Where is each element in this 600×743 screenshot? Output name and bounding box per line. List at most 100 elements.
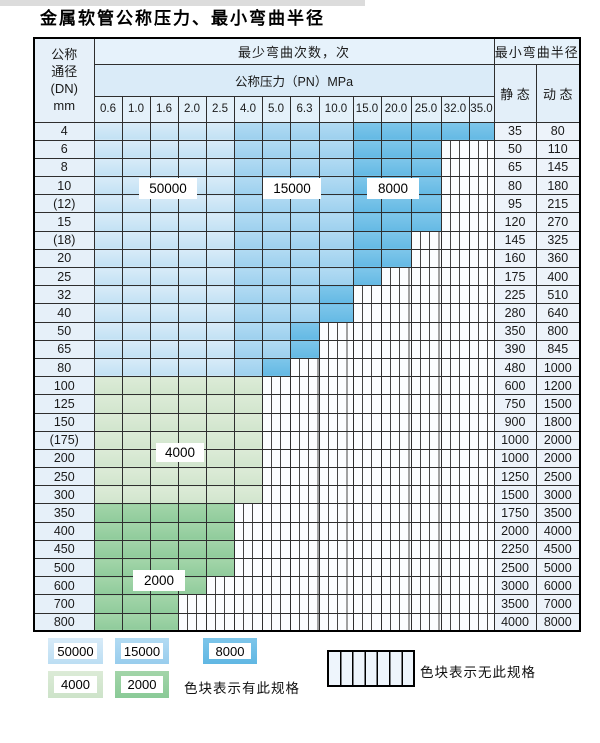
no-spec-cell — [440, 467, 470, 487]
spec-cell-2000 — [121, 503, 151, 523]
legend-swatch-label: 15000 — [121, 643, 163, 659]
no-spec-cell — [318, 430, 354, 450]
static-radius-value: 1000 — [493, 430, 537, 450]
pressure-col-header: 2.5 — [205, 95, 235, 123]
spec-cell-2000 — [93, 612, 123, 632]
table-row: 450 2250 4500 — [33, 539, 581, 560]
no-spec-cell — [468, 521, 495, 541]
no-spec-cell — [440, 212, 470, 232]
spec-cell-15000 — [318, 121, 354, 141]
dynamic-radius-value: 5000 — [535, 557, 581, 578]
cycle-count-label-15000: 15000 — [263, 178, 321, 199]
table-row: 32 225 510 — [33, 285, 581, 305]
no-spec-cell — [440, 612, 470, 632]
no-spec-cell — [289, 394, 320, 414]
spec-cell-4000 — [177, 467, 207, 487]
table-row: 500 2500 5000 — [33, 557, 581, 578]
spec-table: 公称 通径 (DN) mm 最少弯曲次数，次 最小弯曲半径 公称压力（PN）MPa 静… — [33, 37, 581, 633]
spec-cell-50000 — [177, 266, 207, 287]
spec-cell-15000 — [233, 139, 263, 159]
spec-cell-4000 — [121, 412, 151, 432]
spec-cell-8000 — [289, 321, 320, 341]
dynamic-radius-value: 845 — [535, 339, 581, 359]
no-spec-cell — [468, 448, 495, 469]
spec-cell-50000 — [121, 266, 151, 287]
table-row: (18) 145 325 — [33, 230, 581, 250]
radius-header: 最小弯曲半径 — [493, 37, 581, 65]
spec-cell-15000 — [289, 303, 320, 323]
no-spec-cell — [440, 357, 470, 378]
table-row: 250 1250 2500 — [33, 467, 581, 487]
spec-cell-50000 — [205, 121, 235, 141]
no-spec-cell — [410, 557, 442, 578]
spec-cell-50000 — [177, 139, 207, 159]
spec-cell-2000 — [93, 576, 123, 596]
no-spec-cell — [410, 357, 442, 378]
spec-cell-50000 — [205, 266, 235, 287]
spec-cell-15000 — [233, 303, 263, 323]
spec-cell-50000 — [205, 230, 235, 250]
spec-cell-50000 — [149, 157, 179, 178]
spec-cell-50000 — [177, 212, 207, 232]
dn-cell: 40 — [33, 303, 95, 323]
spec-cell-15000 — [318, 139, 354, 159]
spec-cell-4000 — [177, 412, 207, 432]
pressure-col-header: 35.0 — [468, 95, 495, 123]
no-spec-cell — [440, 521, 470, 541]
table-row: 600 3000 6000 — [33, 576, 581, 596]
spec-cell-50000 — [149, 321, 179, 341]
spec-cell-4000 — [177, 376, 207, 396]
spec-cell-50000 — [177, 121, 207, 141]
spec-cell-50000 — [149, 248, 179, 269]
spec-cell-2000 — [93, 539, 123, 560]
spec-cell-50000 — [205, 139, 235, 159]
dn-cell: 15 — [33, 212, 95, 232]
dynamic-radius-value: 800 — [535, 321, 581, 341]
legend-has-spec-text: 色块表示有此规格 — [184, 681, 300, 696]
spec-cell-2000 — [205, 503, 235, 523]
spec-cell-50000 — [121, 285, 151, 305]
dn-cell: 500 — [33, 557, 95, 578]
dynamic-radius-value: 215 — [535, 194, 581, 214]
table-row: 20 160 360 — [33, 248, 581, 269]
spec-cell-15000 — [233, 176, 263, 196]
table-row: 80 480 1000 — [33, 357, 581, 378]
no-spec-cell — [380, 594, 412, 614]
spec-cell-50000 — [149, 357, 179, 378]
spec-cell-50000 — [149, 139, 179, 159]
spec-cell-4000 — [205, 394, 235, 414]
no-spec-cell — [261, 612, 291, 632]
spec-cell-15000 — [289, 139, 320, 159]
no-spec-cell — [289, 376, 320, 396]
spec-cell-15000 — [261, 303, 291, 323]
dynamic-radius-value: 360 — [535, 248, 581, 269]
static-radius-value: 1000 — [493, 448, 537, 469]
no-spec-cell — [468, 576, 495, 596]
no-spec-cell — [380, 503, 412, 523]
spec-cell-15000 — [318, 212, 354, 232]
spec-cell-50000 — [205, 176, 235, 196]
spec-cell-4000 — [121, 467, 151, 487]
spec-cell-2000 — [177, 503, 207, 523]
no-spec-cell — [468, 248, 495, 269]
spec-cell-50000 — [93, 194, 123, 214]
dn-cell: 350 — [33, 503, 95, 523]
dn-cell: 10 — [33, 176, 95, 196]
no-spec-cell — [468, 539, 495, 560]
spec-cell-50000 — [205, 194, 235, 214]
no-spec-cell — [410, 285, 442, 305]
no-spec-cell — [289, 430, 320, 450]
static-radius-value: 2500 — [493, 557, 537, 578]
no-spec-cell — [380, 321, 412, 341]
static-radius-value: 160 — [493, 248, 537, 269]
dynamic-radius-value: 3500 — [535, 503, 581, 523]
spec-cell-8000 — [380, 121, 412, 141]
no-spec-cell — [468, 212, 495, 232]
spec-cell-4000 — [93, 467, 123, 487]
spec-cell-2000 — [149, 612, 179, 632]
spec-cell-4000 — [149, 376, 179, 396]
no-spec-cell — [318, 339, 354, 359]
no-spec-cell — [352, 594, 382, 614]
dn-corner-line: mm — [53, 98, 76, 114]
spec-cell-8000 — [380, 157, 412, 178]
